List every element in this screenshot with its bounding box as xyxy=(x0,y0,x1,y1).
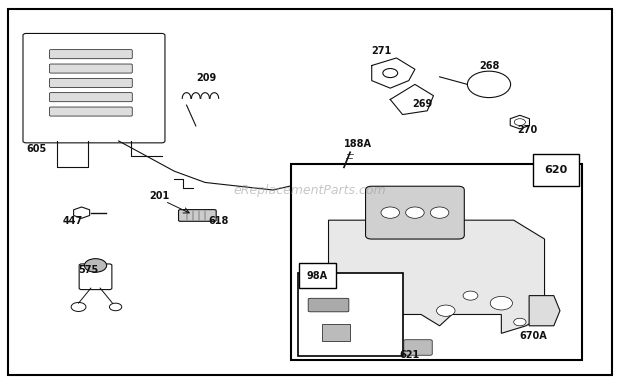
Bar xyxy=(291,164,582,360)
FancyBboxPatch shape xyxy=(50,93,132,102)
FancyBboxPatch shape xyxy=(50,78,132,87)
FancyBboxPatch shape xyxy=(308,298,349,312)
Polygon shape xyxy=(529,296,560,326)
FancyBboxPatch shape xyxy=(404,340,432,355)
Text: 670A: 670A xyxy=(520,331,547,341)
Circle shape xyxy=(381,207,399,218)
Circle shape xyxy=(436,305,455,317)
Text: 269: 269 xyxy=(412,99,432,109)
Circle shape xyxy=(84,259,107,272)
Text: 270: 270 xyxy=(516,125,537,135)
Text: 575: 575 xyxy=(79,265,99,275)
FancyBboxPatch shape xyxy=(50,50,132,59)
Text: 268: 268 xyxy=(480,61,500,71)
Polygon shape xyxy=(510,115,529,129)
Circle shape xyxy=(430,207,449,218)
Circle shape xyxy=(514,318,526,326)
Bar xyxy=(298,273,402,356)
Text: eReplacementParts.com: eReplacementParts.com xyxy=(234,184,386,196)
Text: 201: 201 xyxy=(149,192,170,201)
Circle shape xyxy=(336,296,358,310)
Bar xyxy=(322,324,350,341)
Text: 605: 605 xyxy=(26,144,46,154)
Text: 209: 209 xyxy=(196,73,216,82)
Text: 188A: 188A xyxy=(344,139,372,149)
Text: 271: 271 xyxy=(372,46,392,56)
Text: 621: 621 xyxy=(399,350,420,360)
Circle shape xyxy=(358,318,373,326)
Circle shape xyxy=(490,296,513,310)
FancyBboxPatch shape xyxy=(366,186,464,239)
Text: 447: 447 xyxy=(63,216,83,226)
FancyBboxPatch shape xyxy=(50,107,132,116)
FancyBboxPatch shape xyxy=(79,264,112,290)
Circle shape xyxy=(405,207,424,218)
Polygon shape xyxy=(74,207,90,218)
FancyBboxPatch shape xyxy=(23,33,165,143)
Polygon shape xyxy=(329,220,544,333)
Text: 620: 620 xyxy=(544,165,568,175)
Circle shape xyxy=(463,291,478,300)
FancyBboxPatch shape xyxy=(50,64,132,73)
Text: 98A: 98A xyxy=(307,271,328,281)
FancyBboxPatch shape xyxy=(179,210,216,221)
Text: 618: 618 xyxy=(208,216,229,226)
